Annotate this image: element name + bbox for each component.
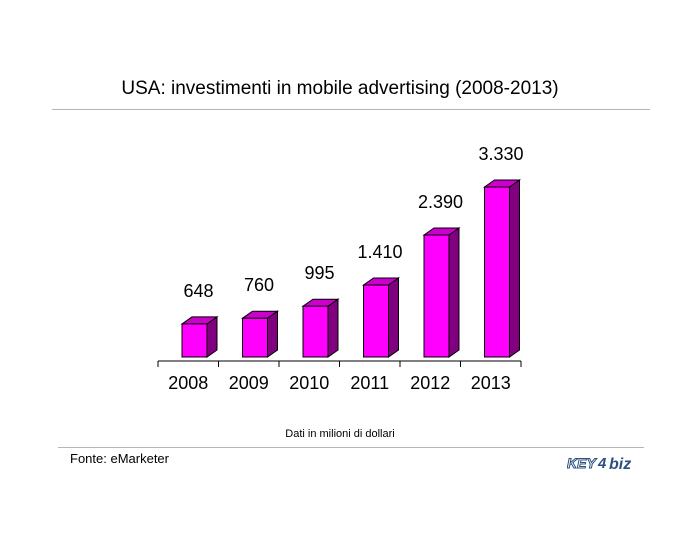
value-label-2013: 3.330: [478, 144, 523, 164]
bar-2010: [301, 298, 340, 358]
bar-front-2013: [484, 186, 510, 358]
bar-side-2010: [327, 298, 339, 358]
category-label-2008: 2008: [168, 373, 208, 393]
bar-front-2012: [423, 234, 450, 358]
bar-side-2011: [388, 277, 399, 358]
bars-group: [180, 179, 522, 358]
bar-2008: [180, 315, 219, 358]
category-label-2013: 2013: [471, 373, 511, 393]
bar-side-2009: [267, 310, 278, 358]
x-axis-ticks: [157, 361, 522, 367]
value-label-2008: 648: [183, 281, 213, 301]
category-label-2011: 2011: [350, 373, 389, 393]
logo-biz-text: biz: [609, 456, 631, 473]
logo-4-text: 4: [597, 455, 607, 472]
footer-divider: [58, 447, 644, 448]
value-label-2011: 1.410: [357, 242, 402, 262]
bar-front-2010: [302, 305, 329, 358]
bar-side-2012: [448, 227, 460, 358]
chart-title: USA: investimenti in mobile advertising …: [121, 78, 559, 99]
bar-2011: [361, 277, 401, 358]
bar-side-2013: [509, 179, 520, 358]
category-label-2012: 2012: [410, 373, 450, 393]
source-label: Fonte: eMarketer: [70, 451, 169, 466]
bar-front-2011: [363, 284, 389, 358]
units-note: Dati in milioni di dollari: [285, 428, 395, 440]
bar-front-2009: [242, 317, 268, 358]
key4biz-logo: KEY 4 biz: [567, 455, 631, 474]
value-label-2012: 2.390: [418, 192, 463, 212]
logo-key-text: KEY: [567, 455, 597, 471]
title-divider: [52, 109, 650, 110]
bar-2009: [240, 310, 280, 358]
labels-group: 648 2008 760 2009 995 2010 1.410 2011 2.390 2012 3…: [168, 144, 523, 393]
category-label-2009: 2009: [229, 373, 269, 393]
bar-2012: [422, 227, 461, 358]
value-label-2009: 760: [244, 275, 274, 295]
bar-front-2008: [181, 323, 208, 358]
bar-2013: [482, 179, 522, 358]
value-label-2010: 995: [304, 263, 334, 283]
category-label-2010: 2010: [289, 373, 329, 393]
